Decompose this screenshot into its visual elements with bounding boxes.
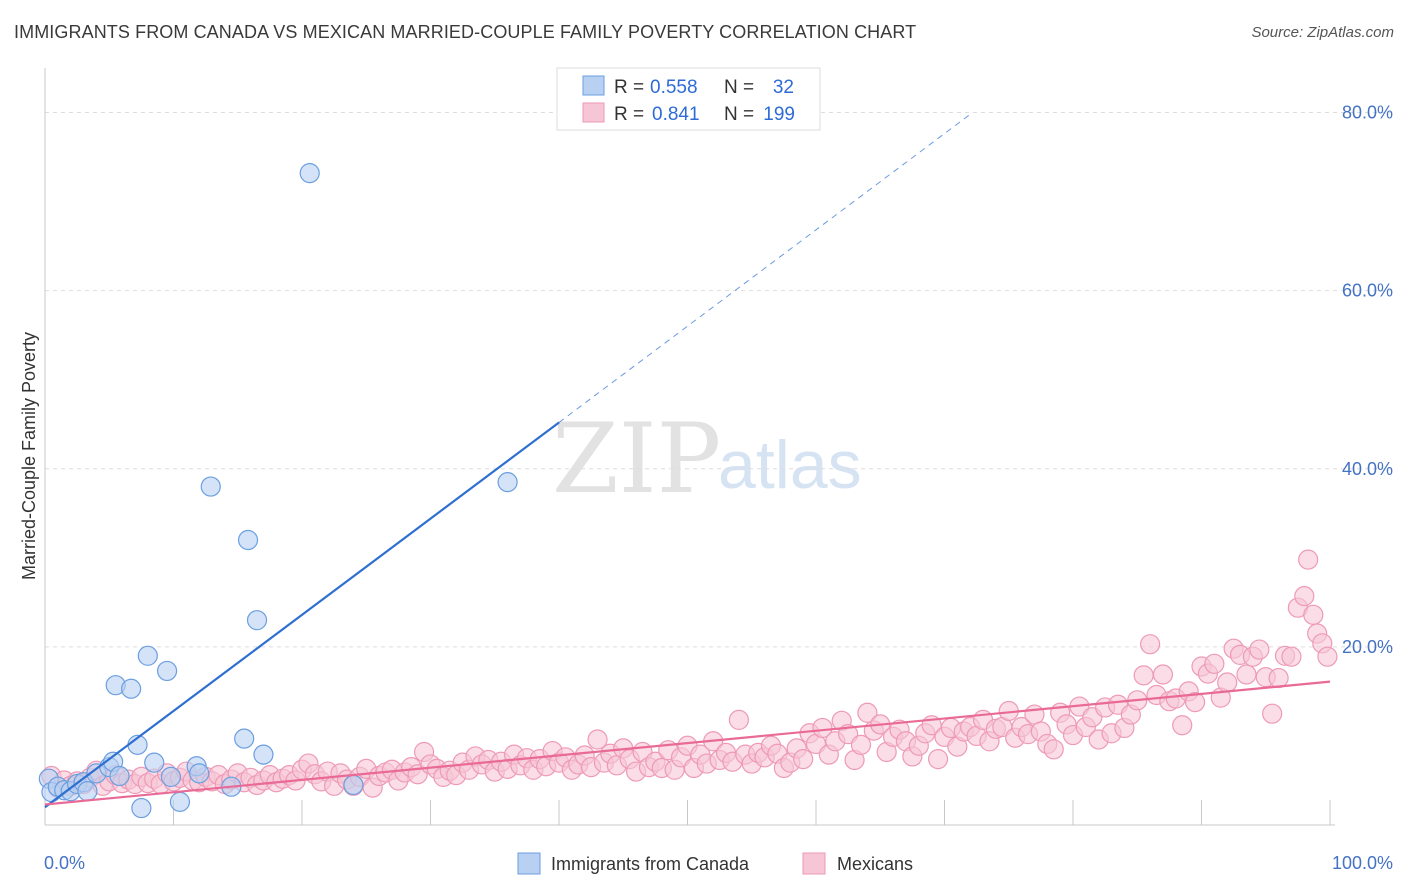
mexicans-point-127 — [857, 702, 878, 723]
mexicans-point-176 — [1172, 715, 1193, 736]
legend-r-value-canada: 0.558 — [650, 77, 698, 98]
canada-point-28 — [131, 797, 152, 819]
y-tick-label-20: 20.0% — [1342, 637, 1393, 657]
legend-n-label-mexicans: N = — [724, 104, 754, 125]
legend-n-value-canada: 32 — [773, 77, 794, 98]
legend-r-label-canada: R = — [614, 77, 644, 98]
legend-swatch-canada — [582, 75, 605, 96]
bottom-legend-label-canada: Immigrants from Canada — [551, 854, 750, 874]
legend-r-value-mexicans: 0.841 — [652, 104, 700, 125]
mexicans-point-173 — [1152, 664, 1174, 685]
mexicans-point-188 — [1249, 639, 1270, 660]
watermark-zip: ZIP — [552, 403, 721, 515]
mexicans-point-181 — [1204, 653, 1225, 674]
mexicans-point-183 — [1217, 672, 1238, 693]
bottom-legend-label-mexicans: Mexicans — [837, 854, 913, 874]
mexicans-trend-line — [44, 680, 1331, 806]
mexicans-point-170 — [1133, 665, 1154, 686]
stats-legend: R = 0.558 N = 32 R = 0.841 N = 199 — [556, 67, 821, 131]
canada-point-30 — [343, 774, 364, 796]
canada-point-27 — [200, 476, 221, 497]
canada-point-11 — [109, 765, 130, 787]
legend-r-label-mexicans: R = — [614, 104, 644, 125]
mexicans-point-120 — [812, 717, 833, 739]
canada-point-20 — [189, 763, 210, 784]
mexicans-point-193 — [1281, 646, 1302, 667]
legend-n-value-mexicans: 199 — [763, 104, 795, 125]
mexicans-point-138 — [927, 748, 949, 770]
mexicans-point-156 — [1043, 739, 1064, 760]
canada-point-29 — [169, 791, 191, 812]
canada-point-25 — [299, 162, 320, 184]
mexicans-point-178 — [1184, 691, 1206, 713]
series-legend: Immigrants from Canada Mexicans — [517, 852, 913, 875]
mexicans-point-197 — [1303, 604, 1324, 625]
bottom-legend-swatch-canada — [517, 852, 541, 875]
bottom-legend-swatch-mexicans — [802, 852, 826, 875]
canada-point-23 — [237, 529, 259, 551]
canada-point-26 — [246, 610, 268, 631]
mexicans-point-191 — [1268, 667, 1289, 689]
y-axis-label: Married-Couple Family Poverty — [19, 332, 39, 580]
mexicans-point-190 — [1262, 703, 1283, 724]
source-label: Source: ZipAtlas.com — [1251, 24, 1394, 41]
mexicans-point-200 — [1317, 646, 1338, 667]
gridlines — [45, 112, 1392, 648]
canada-trend-line — [44, 421, 560, 809]
canada-point-7 — [77, 781, 98, 802]
canada-point-18 — [160, 766, 182, 788]
y-tick-label-60: 60.0% — [1342, 281, 1393, 301]
y-tick-label-80: 80.0% — [1342, 103, 1393, 123]
axes — [44, 68, 1335, 826]
mexicans-point-195 — [1294, 586, 1315, 607]
canada-point-13 — [120, 678, 142, 699]
series-mexicans-points — [41, 549, 1338, 798]
y-tick-labels: 20.0% 40.0% 60.0% 80.0% — [1342, 103, 1393, 657]
mexicans-point-85 — [587, 729, 608, 750]
x-tick-label-min: 0.0% — [44, 853, 85, 873]
mexicans-point-153 — [1024, 704, 1045, 725]
series-canada-points — [38, 162, 518, 819]
canada-point-22 — [234, 728, 255, 749]
canada-point-24 — [253, 744, 274, 765]
legend-n-label-canada: N = — [724, 77, 754, 98]
x-tick-label-max: 100.0% — [1332, 853, 1393, 873]
canada-trend-extension — [558, 113, 971, 423]
canada-point-15 — [137, 645, 158, 666]
mexicans-point-107 — [728, 709, 750, 731]
mexicans-point-196 — [1298, 549, 1319, 570]
canada-point-17 — [156, 660, 178, 682]
mexicans-point-186 — [1236, 664, 1257, 685]
chart-title: IMMIGRANTS FROM CANADA VS MEXICAN MARRIE… — [14, 22, 917, 42]
mexicans-point-126 — [850, 734, 872, 755]
legend-swatch-mexicans — [582, 102, 605, 123]
mexicans-point-171 — [1139, 634, 1161, 655]
x-tick-marks — [173, 800, 1331, 825]
canada-point-31 — [497, 472, 518, 493]
trend-lines — [44, 113, 1331, 809]
mexicans-point-117 — [793, 748, 814, 770]
watermark-atlas: atlas — [718, 427, 862, 503]
canada-point-16 — [144, 752, 165, 773]
y-tick-label-40: 40.0% — [1342, 459, 1393, 479]
